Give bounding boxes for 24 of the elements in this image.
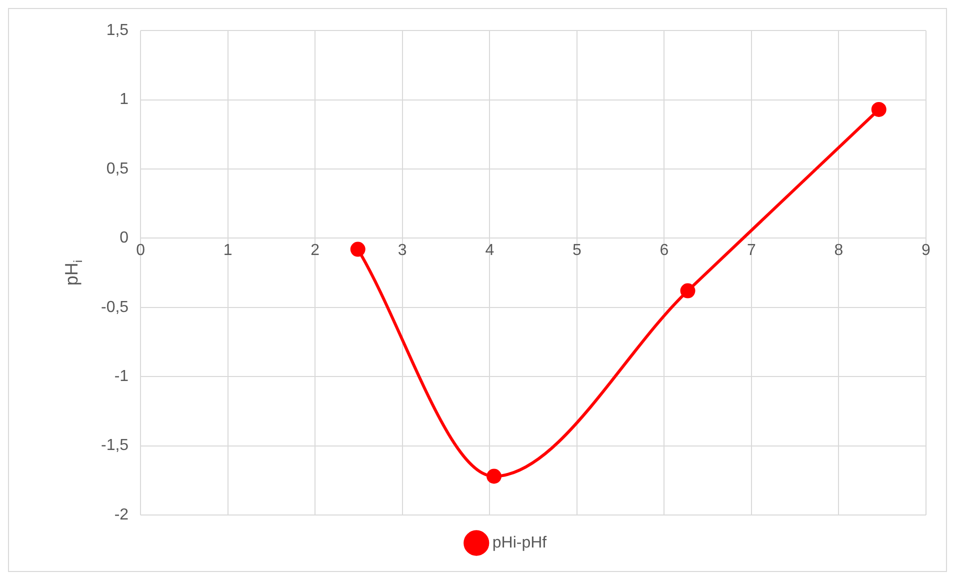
- y-tick-label: -1,5: [100, 437, 129, 454]
- y-tick-label: 0: [120, 230, 129, 247]
- x-tick-label: 1: [223, 242, 232, 260]
- y-tick-label: 1: [120, 91, 129, 108]
- y-axis-title: pHi: [62, 260, 85, 286]
- point: [350, 242, 366, 257]
- y-tick-label: 0,5: [106, 160, 129, 178]
- x-tick-label: 7: [747, 242, 756, 260]
- x-tick-label: 2: [310, 242, 320, 260]
- y-tick-label: -1: [114, 368, 129, 386]
- x-tick-label: 6: [660, 242, 669, 260]
- point: [486, 468, 502, 484]
- y-tick-label: -0,5: [100, 298, 129, 316]
- x-tick-label: 8: [834, 242, 844, 260]
- x-tick-label: 4: [485, 242, 494, 260]
- point: [871, 102, 886, 117]
- x-tick-label: 3: [398, 242, 407, 260]
- legend-label: pHi-pHf: [492, 534, 548, 552]
- y-tick-label: -2: [114, 506, 129, 524]
- point: [680, 283, 696, 298]
- y-tick-label: 1,5: [106, 22, 129, 40]
- x-tick-label: 9: [922, 242, 931, 260]
- x-tick-label: 5: [572, 242, 582, 260]
- x-tick-label: 0: [136, 242, 146, 260]
